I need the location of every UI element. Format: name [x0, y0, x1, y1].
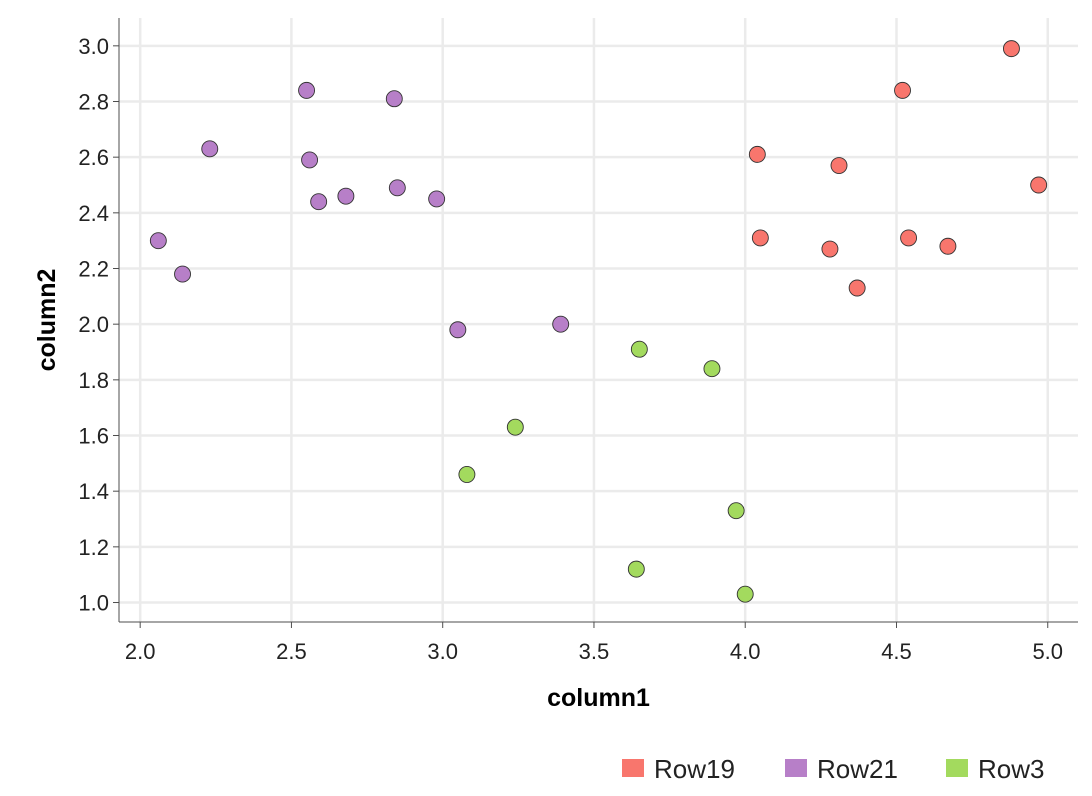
legend-key-row3 — [946, 759, 968, 777]
legend-label-row21: Row21 — [817, 754, 898, 784]
data-point-row19 — [748, 145, 766, 163]
y-tick-label: 1.8 — [78, 368, 109, 393]
legend: Row19 Row21 Row3 — [622, 754, 1044, 784]
data-point-row3 — [630, 340, 648, 358]
data-point-row19 — [1030, 176, 1048, 194]
y-tick-label: 1.4 — [78, 479, 109, 504]
data-point-row21 — [298, 81, 316, 99]
data-point-row19 — [821, 240, 839, 258]
data-point-row19 — [894, 81, 911, 99]
data-point-row3 — [727, 502, 745, 520]
data-point-row21 — [149, 232, 167, 250]
data-point-row3 — [703, 360, 721, 378]
y-tick-label: 1.2 — [78, 535, 109, 560]
axes — [113, 18, 1078, 628]
data-point-row3 — [627, 560, 645, 578]
data-point-row19 — [900, 229, 918, 247]
x-tick-label: 3.0 — [427, 639, 458, 664]
data-point-row21 — [428, 190, 446, 208]
data-point-row19 — [1002, 40, 1020, 58]
data-point-row19 — [848, 279, 866, 297]
legend-label-row19: Row19 — [654, 754, 735, 784]
data-point-row3 — [458, 466, 476, 483]
x-tick-label: 4.0 — [730, 639, 761, 664]
y-tick-label: 2.6 — [78, 145, 109, 170]
x-tick-label: 3.5 — [579, 639, 610, 664]
y-axis-title: column2 — [33, 269, 61, 372]
tick-labels: 2.0 2.5 3.0 3.5 4.0 4.5 5.0 1.0 1.2 1.4 1.6 1.8 2.0 2… — [78, 34, 1063, 664]
y-tick-label: 2.0 — [78, 312, 109, 337]
legend-key-row21 — [785, 759, 807, 777]
x-tick-label: 2.5 — [276, 639, 307, 664]
data-point-row21 — [337, 187, 355, 205]
data-point-row21 — [201, 140, 219, 158]
gridlines — [119, 18, 1078, 622]
y-tick-label: 2.8 — [78, 90, 109, 115]
data-point-row21 — [552, 315, 570, 333]
data-point-row3 — [506, 418, 524, 436]
x-tick-label: 2.0 — [125, 639, 156, 664]
x-tick-label: 4.5 — [881, 639, 912, 664]
data-point-row21 — [174, 265, 191, 283]
data-point-row19 — [939, 237, 957, 255]
legend-key-row19 — [622, 759, 644, 777]
data-points — [149, 40, 1048, 603]
x-tick-label: 5.0 — [1032, 639, 1063, 664]
data-point-row21 — [301, 151, 319, 169]
data-point-row21 — [385, 90, 403, 108]
legend-label-row3: Row3 — [978, 754, 1044, 784]
x-axis-title: column1 — [547, 684, 650, 712]
y-tick-label: 2.4 — [78, 201, 109, 226]
y-tick-label: 3.0 — [78, 34, 109, 59]
data-point-row21 — [449, 321, 467, 339]
y-tick-label: 1.0 — [78, 591, 109, 616]
y-tick-label: 1.6 — [78, 424, 109, 449]
data-point-row19 — [751, 229, 769, 247]
data-point-row21 — [388, 179, 406, 197]
data-point-row21 — [310, 193, 328, 211]
data-point-row19 — [830, 157, 848, 174]
y-tick-label: 2.2 — [78, 257, 109, 282]
data-point-row3 — [736, 585, 754, 603]
